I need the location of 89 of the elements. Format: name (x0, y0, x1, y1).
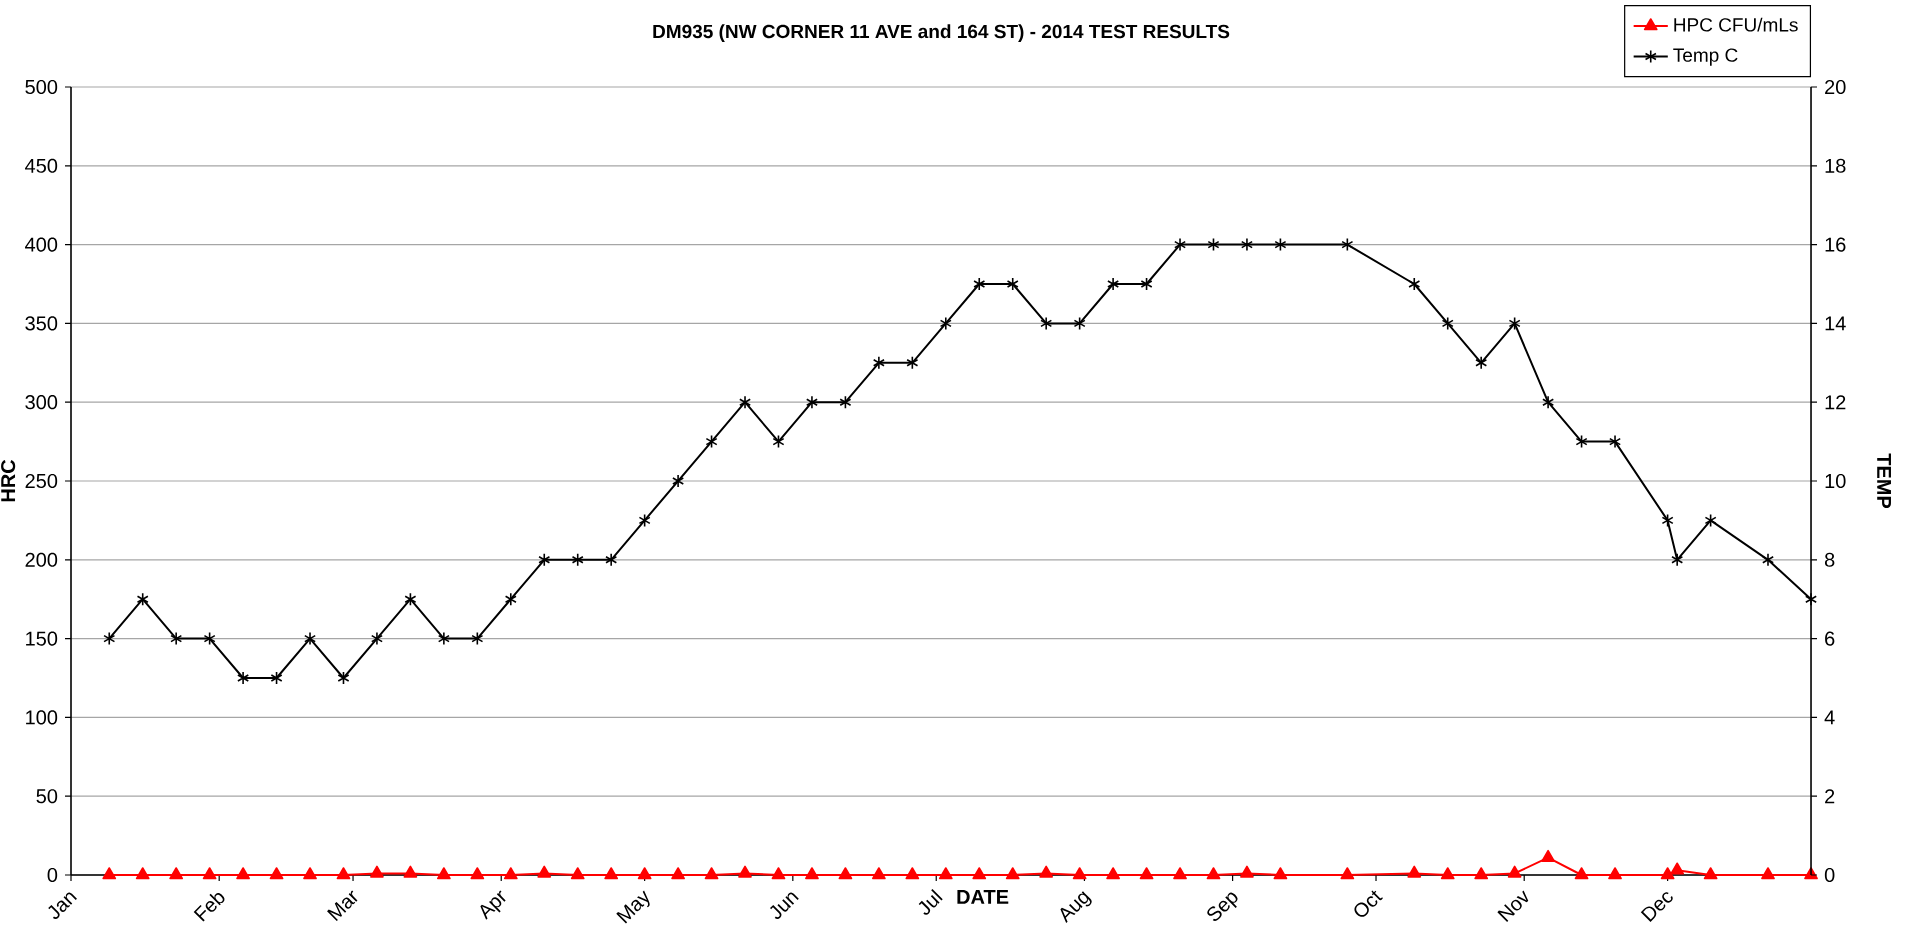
point (939, 316, 952, 331)
point (973, 277, 986, 291)
x-tick-label: Dec (1640, 892, 1673, 922)
point (1207, 237, 1220, 252)
point (739, 395, 752, 409)
point (136, 592, 149, 606)
y2-tick-label: 8 (1824, 552, 1835, 567)
point (1671, 553, 1684, 567)
point (605, 553, 618, 567)
point (370, 631, 383, 646)
point (805, 395, 818, 409)
point (1575, 434, 1588, 449)
point (170, 631, 183, 646)
point (538, 553, 551, 567)
point (1040, 316, 1053, 331)
y-tick-label: 200 (25, 552, 58, 567)
y-tick-label: 50 (36, 789, 58, 804)
point (1762, 553, 1774, 567)
point (337, 671, 350, 685)
x-tick-label: Jul (918, 889, 943, 915)
point (1006, 277, 1019, 291)
y-tick-label: 100 (26, 710, 58, 725)
x-tick-label: Oct (1354, 890, 1383, 917)
x-tick-label: Jun (770, 892, 799, 920)
x-axis-title: DATE (957, 890, 1009, 904)
point (1609, 434, 1622, 449)
point (571, 553, 584, 567)
point (1475, 356, 1488, 370)
point (1542, 395, 1555, 409)
point (1661, 513, 1674, 528)
y2-tick-label: 10 (1825, 473, 1846, 489)
y-tick-label: 500 (25, 79, 58, 95)
y2-tick-label: 4 (1824, 710, 1835, 725)
point (237, 671, 250, 685)
point (872, 356, 885, 370)
y2-tick-label: 6 (1825, 631, 1835, 646)
x-tick-label: Feb (193, 892, 225, 922)
point (437, 631, 450, 646)
y-tick-label: 400 (25, 237, 58, 252)
x-tick-label: Mar (327, 890, 358, 922)
y2-tick-label: 18 (1825, 158, 1846, 173)
legend-label: HPC CFU/mLs (1674, 17, 1798, 32)
point (1805, 592, 1818, 606)
y2-axis-title: TEMP (1877, 453, 1891, 509)
point (504, 592, 517, 606)
y-tick-label: 450 (25, 158, 58, 173)
point (1704, 513, 1717, 528)
point (705, 434, 718, 449)
point (1073, 316, 1086, 331)
y-tick-label: 250 (25, 473, 58, 489)
y2-tick-label: 16 (1825, 237, 1846, 252)
y-axis-title: HRC (1, 459, 16, 502)
point (471, 631, 484, 646)
y-tick-label: 0 (47, 867, 58, 883)
point (1240, 237, 1253, 252)
x-tick-label: Jan (48, 892, 77, 920)
point (304, 631, 317, 646)
point (103, 631, 116, 646)
x-tick-label: Nov (1497, 890, 1529, 922)
y-tick-label: 300 (25, 395, 58, 410)
point (1140, 277, 1153, 291)
y2-tick-label: 14 (1825, 316, 1846, 331)
chart-title: DM935 (NW CORNER 11 AVE and 164 ST) - 2014 TEST RESULTS (653, 24, 1230, 42)
x-tick-label: May (616, 890, 650, 924)
point (404, 592, 417, 606)
legend-label: Temp C (1673, 48, 1738, 66)
point (906, 356, 919, 370)
x-tick-label: Aug (1060, 891, 1092, 924)
x-tick-label: Sep (1207, 892, 1238, 921)
point (270, 671, 283, 685)
x-tick-label: Apr (480, 890, 506, 920)
point (1274, 237, 1287, 252)
y-tick-label: 350 (25, 316, 58, 331)
y2-tick-label: 20 (1825, 79, 1846, 95)
point (1408, 277, 1421, 291)
point (672, 474, 685, 488)
point (203, 631, 216, 646)
point (1508, 316, 1521, 331)
point (1441, 316, 1454, 331)
point (1174, 237, 1187, 252)
point (839, 395, 852, 409)
y-tick-label: 150 (26, 631, 58, 646)
point (1107, 277, 1120, 291)
point (1341, 237, 1354, 252)
y2-tick-label: 12 (1825, 395, 1846, 410)
y2-tick-label: 0 (1824, 867, 1835, 883)
y2-tick-label: 2 (1825, 789, 1835, 804)
point (638, 513, 651, 528)
point (772, 434, 785, 449)
